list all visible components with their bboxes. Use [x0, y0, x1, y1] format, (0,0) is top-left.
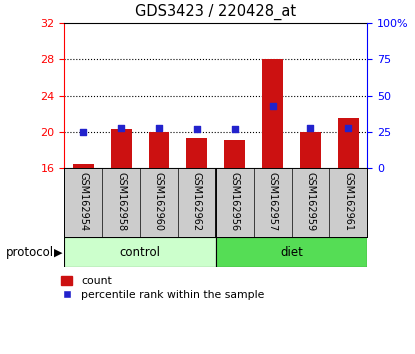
Bar [262, 59, 283, 168]
Point [80, 129, 87, 135]
Point [345, 125, 352, 130]
Text: GSM162956: GSM162956 [230, 172, 240, 231]
Bar [73, 164, 94, 168]
Text: GSM162957: GSM162957 [268, 172, 278, 231]
Bar [149, 132, 169, 168]
Text: GSM162959: GSM162959 [305, 172, 315, 231]
Bar [111, 129, 132, 168]
Point [307, 125, 314, 130]
Text: diet: diet [280, 246, 303, 259]
Point [156, 125, 162, 130]
Point [193, 126, 200, 132]
Bar [300, 132, 321, 168]
Text: GSM162962: GSM162962 [192, 172, 202, 231]
Point [118, 125, 124, 130]
Point [269, 103, 276, 109]
Point [232, 126, 238, 132]
Bar [64, 237, 216, 267]
Text: ▶: ▶ [54, 247, 62, 257]
Legend: count, percentile rank within the sample: count, percentile rank within the sample [61, 276, 264, 301]
Bar [186, 138, 207, 168]
Text: GSM162960: GSM162960 [154, 172, 164, 230]
Text: GSM162961: GSM162961 [343, 172, 353, 230]
Bar [216, 237, 367, 267]
Title: GDS3423 / 220428_at: GDS3423 / 220428_at [135, 4, 296, 20]
Bar [338, 118, 359, 168]
Text: GSM162958: GSM162958 [116, 172, 126, 231]
Bar [225, 140, 245, 168]
Text: GSM162954: GSM162954 [78, 172, 88, 231]
Text: control: control [120, 246, 161, 259]
Text: protocol: protocol [6, 246, 54, 259]
